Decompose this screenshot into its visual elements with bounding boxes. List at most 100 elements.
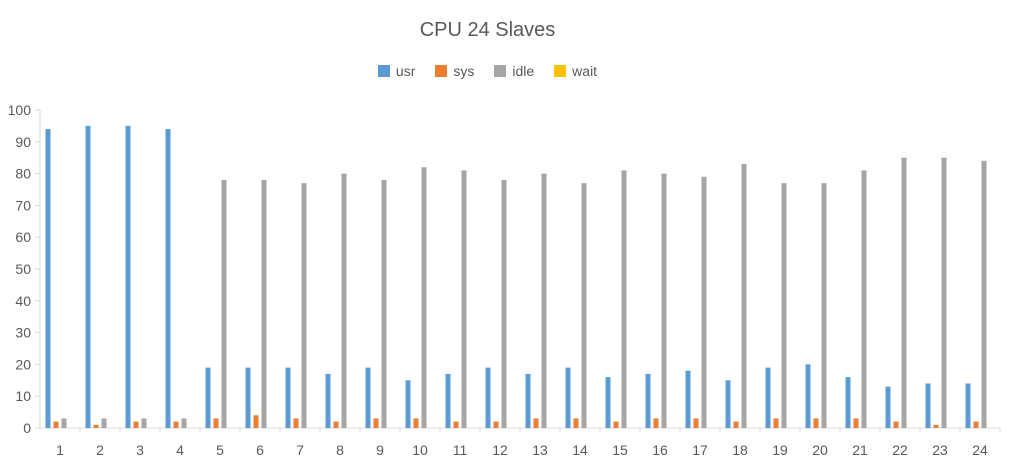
bar-idle-7	[301, 183, 307, 428]
bar-sys-3	[133, 421, 139, 428]
bar-sys-21	[853, 418, 859, 428]
x-tick-label: 12	[492, 442, 508, 458]
bar-idle-8	[341, 173, 347, 428]
bar-sys-19	[773, 418, 779, 428]
x-tick-label: 2	[96, 442, 104, 458]
bar-idle-2	[101, 418, 107, 428]
bar-sys-17	[693, 418, 699, 428]
chart-title: CPU 24 Slaves	[419, 19, 556, 41]
x-tick-label: 13	[532, 442, 548, 458]
x-tick-label: 15	[612, 442, 628, 458]
bar-sys-15	[613, 421, 619, 428]
bar-usr-11	[445, 373, 451, 428]
bar-usr-9	[365, 367, 371, 428]
bar-usr-15	[605, 377, 611, 428]
bar-idle-17	[701, 176, 707, 428]
x-tick-label: 23	[932, 442, 948, 458]
bar-usr-10	[405, 380, 411, 428]
bar-idle-21	[861, 170, 867, 429]
bar-idle-4	[181, 418, 187, 428]
x-tick-label: 4	[176, 442, 184, 458]
bar-usr-2	[85, 125, 91, 429]
y-tick-label: 50	[15, 261, 31, 277]
y-tick-label: 90	[15, 134, 31, 150]
legend-swatch-wait	[554, 65, 567, 77]
bar-idle-14	[581, 183, 587, 428]
x-tick-label: 14	[572, 442, 588, 458]
x-tick-label: 24	[972, 442, 988, 458]
bar-sys-14	[573, 418, 579, 428]
y-tick-label: 80	[15, 166, 31, 182]
bar-sys-23	[933, 424, 939, 428]
bar-sys-12	[493, 421, 499, 428]
bar-usr-4	[165, 129, 171, 428]
bar-idle-10	[421, 167, 427, 429]
bar-idle-23	[941, 157, 947, 428]
bar-sys-24	[973, 421, 979, 428]
legend-item-sys: sys	[435, 63, 474, 79]
bar-idle-15	[621, 170, 627, 429]
legend-item-wait: wait	[554, 63, 597, 79]
bar-idle-22	[901, 157, 907, 428]
bar-usr-16	[645, 373, 651, 428]
x-tick-label: 9	[376, 442, 384, 458]
bar-sys-5	[213, 418, 219, 428]
legend-item-idle: idle	[494, 63, 534, 79]
bar-idle-20	[821, 183, 827, 428]
bar-idle-16	[661, 173, 667, 428]
bar-usr-18	[725, 380, 731, 428]
bar-idle-1	[61, 418, 67, 428]
legend: usr sys idle wait	[0, 63, 975, 79]
x-tick-label: 11	[453, 442, 468, 458]
bar-usr-1	[45, 129, 51, 428]
x-tick-label: 17	[692, 442, 708, 458]
bar-idle-5	[221, 179, 227, 428]
legend-label-sys: sys	[453, 63, 475, 79]
y-tick-label: 100	[8, 102, 32, 118]
x-tick-label: 22	[892, 442, 908, 458]
y-tick-label: 0	[23, 420, 31, 436]
x-tick-label: 6	[256, 442, 264, 458]
bar-sys-7	[293, 418, 299, 428]
bar-sys-6	[253, 415, 259, 428]
y-tick-label: 40	[15, 293, 31, 309]
bar-sys-22	[893, 421, 899, 428]
bar-usr-5	[205, 367, 211, 428]
legend-swatch-idle	[494, 65, 507, 77]
bar-sys-18	[733, 421, 739, 428]
bar-idle-19	[781, 183, 787, 428]
bar-idle-11	[461, 170, 467, 429]
x-tick-label: 20	[812, 442, 828, 458]
bar-usr-21	[845, 377, 851, 428]
bar-sys-11	[453, 421, 459, 428]
legend-label-usr: usr	[395, 63, 416, 79]
bar-idle-6	[261, 179, 267, 428]
bar-sys-2	[93, 424, 99, 428]
y-tick-label: 10	[15, 388, 31, 404]
bar-usr-20	[805, 364, 811, 428]
y-tick-label: 30	[15, 325, 31, 341]
x-tick-label: 1	[56, 442, 64, 458]
bar-idle-18	[741, 164, 747, 428]
bar-usr-12	[485, 367, 491, 428]
bar-sys-9	[373, 418, 379, 428]
x-tick-label: 5	[216, 442, 224, 458]
bar-usr-22	[885, 386, 891, 428]
legend-item-usr: usr	[377, 63, 416, 79]
bar-idle-24	[981, 160, 987, 428]
bar-sys-8	[333, 421, 339, 428]
bar-usr-7	[285, 367, 291, 428]
bar-idle-3	[141, 418, 147, 428]
bar-sys-13	[533, 418, 539, 428]
x-tick-label: 7	[296, 442, 304, 458]
bar-idle-12	[501, 179, 507, 428]
bar-usr-6	[245, 367, 251, 428]
bar-usr-19	[765, 367, 771, 428]
x-tick-label: 10	[412, 442, 428, 458]
x-tick-label: 16	[652, 442, 668, 458]
x-tick-label: 3	[136, 442, 144, 458]
bar-usr-8	[325, 373, 331, 428]
y-tick-label: 70	[15, 197, 31, 213]
bar-usr-3	[125, 125, 131, 429]
